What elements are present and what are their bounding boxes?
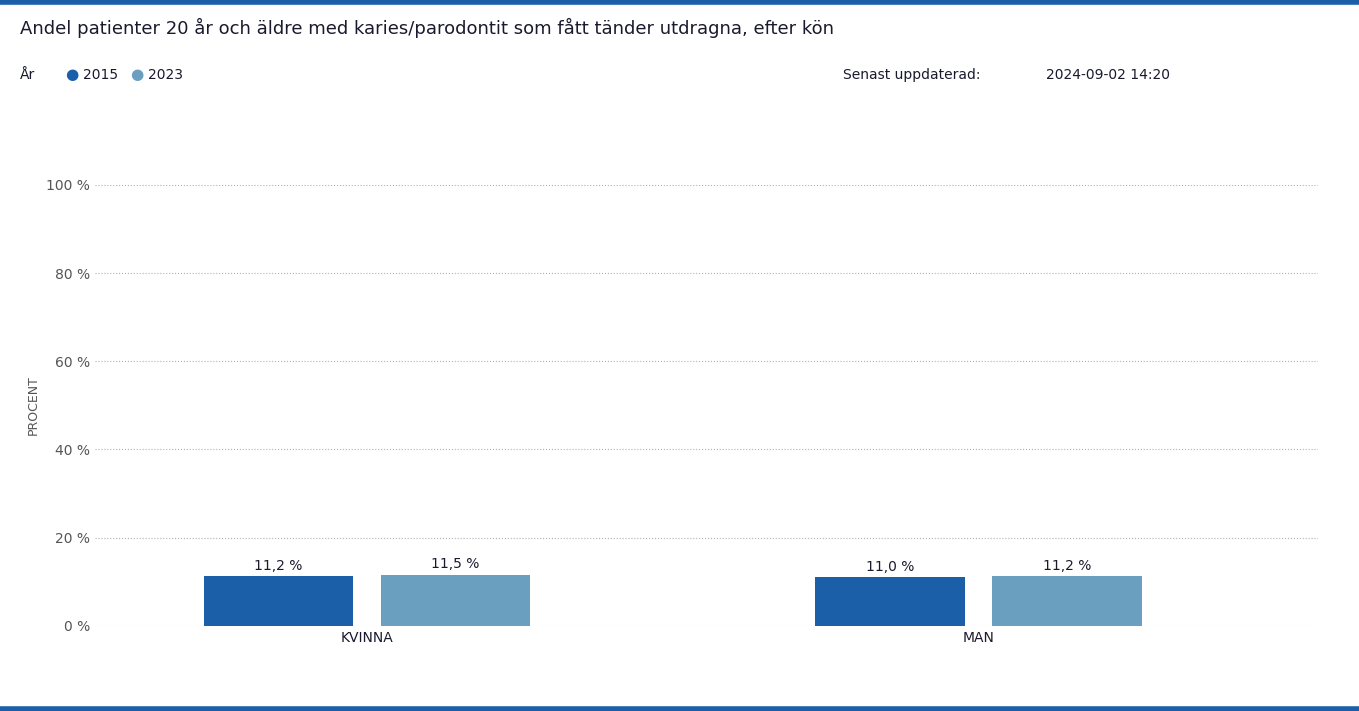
Text: 11,5 %: 11,5 % <box>431 557 480 572</box>
Text: 11,2 %: 11,2 % <box>1042 559 1091 573</box>
Y-axis label: PROCENT: PROCENT <box>26 375 39 435</box>
Text: ●: ● <box>65 67 79 82</box>
Text: 2023: 2023 <box>148 68 183 82</box>
Text: ●: ● <box>130 67 144 82</box>
Bar <box>992 577 1142 626</box>
Text: Senast uppdaterad:: Senast uppdaterad: <box>843 68 980 82</box>
Text: År: År <box>20 68 35 82</box>
Bar <box>815 577 965 626</box>
Text: Andel patienter 20 år och äldre med karies/parodontit som fått tänder utdragna, : Andel patienter 20 år och äldre med kari… <box>20 18 834 38</box>
Bar <box>204 577 353 626</box>
Text: 11,0 %: 11,0 % <box>866 560 915 574</box>
Text: 2015: 2015 <box>83 68 118 82</box>
Bar <box>381 575 530 626</box>
Text: 2024-09-02 14:20: 2024-09-02 14:20 <box>1046 68 1170 82</box>
Text: 11,2 %: 11,2 % <box>254 559 303 573</box>
